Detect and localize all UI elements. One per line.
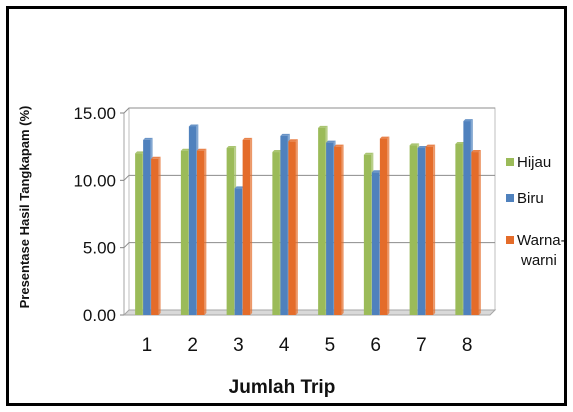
legend-swatch bbox=[506, 194, 514, 202]
bar bbox=[151, 158, 159, 315]
bar-top bbox=[226, 146, 237, 149]
bar-top bbox=[135, 151, 145, 154]
bar bbox=[188, 126, 197, 315]
legend-item: Warna-warni bbox=[506, 232, 564, 269]
bar bbox=[425, 146, 434, 315]
bar bbox=[280, 135, 288, 315]
bar bbox=[180, 150, 189, 315]
bar bbox=[334, 146, 342, 315]
bar-top bbox=[280, 133, 290, 136]
bar bbox=[463, 121, 471, 315]
legend-swatch bbox=[506, 236, 514, 244]
bar bbox=[471, 152, 479, 315]
x-tick-label: 5 bbox=[325, 335, 336, 356]
bar-top bbox=[471, 150, 481, 153]
bar-top bbox=[334, 144, 344, 147]
bar bbox=[455, 143, 463, 315]
bar bbox=[234, 188, 243, 315]
bar-side bbox=[204, 148, 207, 315]
bar-side bbox=[433, 144, 436, 315]
bar bbox=[371, 172, 380, 315]
bar-top bbox=[455, 141, 465, 144]
legend: Hijau Biru Warna-warni bbox=[506, 154, 564, 269]
y-axis-ticks: 0.00 5.00 10.00 15.00 bbox=[73, 104, 124, 325]
bar-warna-warni-3 bbox=[242, 137, 253, 315]
bar-warna-warni-8 bbox=[471, 150, 481, 315]
bar-top bbox=[196, 148, 207, 151]
x-tick-label: 8 bbox=[462, 335, 473, 356]
bar-side bbox=[341, 144, 344, 315]
bar-warna-warni-5 bbox=[334, 144, 344, 315]
bar-side bbox=[387, 136, 390, 315]
bar-top bbox=[272, 150, 282, 153]
bar-top bbox=[326, 140, 336, 143]
legend-item: Biru bbox=[506, 190, 544, 207]
bar-side bbox=[478, 150, 481, 315]
bar-chart: 0.00 5.00 10.00 15.00 1 2 3 4 5 6 7 8 Presentase H… bbox=[17, 104, 564, 398]
bar-top bbox=[180, 148, 191, 151]
gridline bbox=[123, 107, 495, 114]
bar-top bbox=[363, 152, 374, 155]
plot-area bbox=[122, 107, 497, 316]
y-tick-label: 10.00 bbox=[73, 171, 116, 190]
bar-warna-warni-2 bbox=[196, 148, 207, 315]
bar-top bbox=[234, 186, 245, 189]
bar bbox=[379, 138, 388, 315]
x-tick-label: 2 bbox=[187, 335, 198, 356]
bar bbox=[135, 153, 143, 315]
bar-warna-warni-4 bbox=[288, 139, 298, 315]
legend-label: Biru bbox=[517, 190, 544, 207]
x-tick-label: 1 bbox=[142, 335, 153, 356]
chart-frame: 0.00 5.00 10.00 15.00 1 2 3 4 5 6 7 8 Presentase H… bbox=[6, 6, 567, 406]
y-tick-label: 15.00 bbox=[73, 104, 116, 123]
y-tick-label: 0.00 bbox=[83, 306, 116, 325]
bar-top bbox=[188, 124, 199, 127]
bar-side bbox=[295, 139, 298, 315]
bar-top bbox=[463, 119, 473, 122]
legend-item: Hijau bbox=[506, 154, 551, 171]
x-axis-ticks: 1 2 3 4 5 6 7 8 bbox=[142, 335, 473, 356]
bar bbox=[288, 141, 296, 315]
x-tick-label: 4 bbox=[279, 335, 290, 356]
plot-floor bbox=[122, 309, 497, 316]
bars bbox=[135, 119, 481, 316]
bar-top bbox=[242, 137, 253, 140]
x-tick-label: 7 bbox=[416, 335, 427, 356]
bar bbox=[318, 127, 326, 316]
bar bbox=[272, 152, 280, 315]
bar-side bbox=[250, 137, 253, 315]
bar bbox=[242, 139, 251, 315]
bar-top bbox=[288, 139, 298, 142]
bar bbox=[326, 142, 334, 315]
bar-top bbox=[379, 136, 390, 139]
x-tick-label: 6 bbox=[370, 335, 381, 356]
bar bbox=[196, 150, 205, 315]
x-tick-label: 3 bbox=[233, 335, 244, 356]
bar-top bbox=[151, 156, 161, 159]
bar bbox=[226, 148, 235, 315]
bar-side bbox=[158, 156, 161, 315]
bar-top bbox=[425, 144, 436, 147]
bar-warna-warni-7 bbox=[425, 144, 436, 315]
bar-top bbox=[318, 125, 328, 128]
legend-swatch bbox=[506, 158, 514, 166]
y-axis-title: Presentase Hasil Tangkapam (%) bbox=[17, 106, 32, 309]
y-tick-label: 5.00 bbox=[83, 239, 116, 258]
bar-top bbox=[371, 170, 382, 173]
bar bbox=[363, 154, 372, 315]
bar bbox=[143, 139, 151, 315]
bar bbox=[409, 145, 418, 315]
bar-warna-warni-1 bbox=[151, 156, 161, 315]
x-axis-title: Jumlah Trip bbox=[229, 377, 336, 398]
bar-warna-warni-6 bbox=[379, 136, 390, 315]
bar-top bbox=[417, 146, 428, 149]
bar-top bbox=[143, 137, 153, 140]
bar-top bbox=[409, 143, 420, 146]
legend-label: Warna- bbox=[517, 232, 564, 249]
legend-label: Hijau bbox=[517, 154, 551, 171]
bar bbox=[417, 148, 426, 315]
legend-label-cont: warni bbox=[520, 252, 557, 269]
